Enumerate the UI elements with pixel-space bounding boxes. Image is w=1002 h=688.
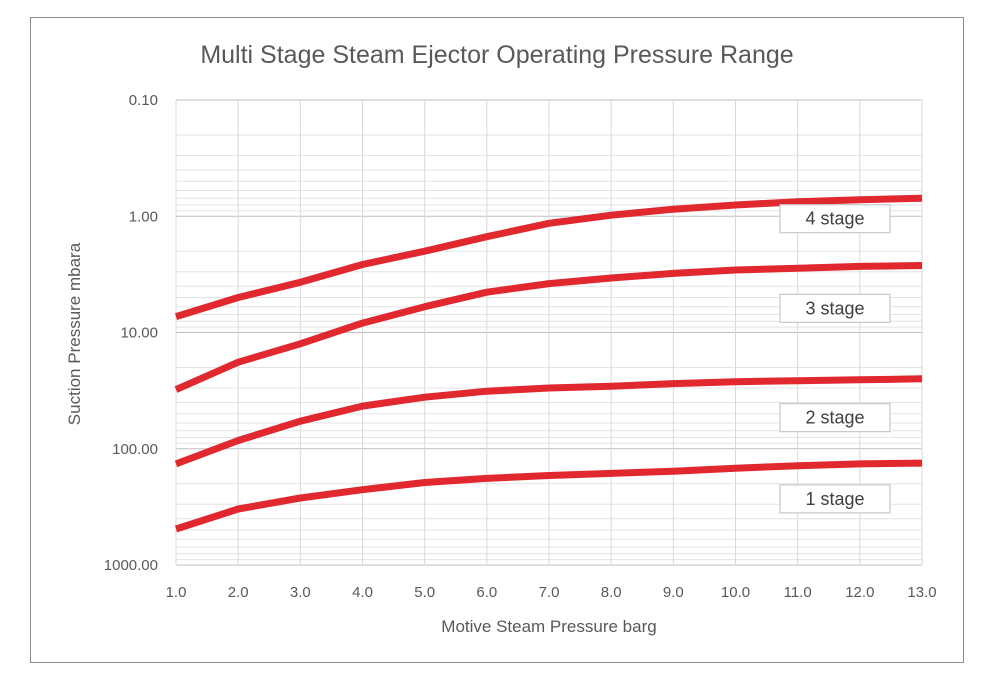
x-tick-label: 6.0: [476, 584, 497, 601]
y-tick-label: 10.00: [120, 325, 158, 342]
stage-label-box: [779, 204, 891, 234]
x-tick-label: 11.0: [784, 584, 812, 601]
stage-label-1: 4 stage: [779, 204, 891, 234]
stage-label-2: 3 stage: [779, 293, 891, 323]
series-line-1: [174, 194, 923, 320]
annotations: 4 stage 3 stage 2 stage 1 stage: [779, 204, 891, 514]
stage-label-box: [779, 484, 891, 514]
chart-frame: [30, 17, 964, 663]
x-tick-label: 1.0: [166, 584, 187, 601]
stage-label-text: 4 stage: [805, 209, 864, 229]
stage-label-4: 1 stage: [779, 484, 891, 514]
x-tick-label: 5.0: [414, 584, 435, 601]
y-tick-label: 1.00: [129, 208, 158, 225]
x-tick-label: 2.0: [228, 584, 249, 601]
stage-label-text: 1 stage: [805, 489, 864, 509]
x-tick-label: 12.0: [845, 584, 874, 601]
stage-label-box: [779, 293, 891, 323]
y-axis: 0.10 1.00 10.00 100.00 1000.00: [104, 92, 158, 574]
x-tick-label: 13.0: [907, 584, 936, 601]
series-group: [174, 194, 923, 533]
x-tick-label: 7.0: [539, 584, 560, 601]
y-tick-label: 1000.00: [104, 557, 158, 574]
x-tick-label: 10.0: [721, 584, 750, 601]
y-tick-label: 100.00: [112, 441, 158, 458]
y-axis-title: Suction Pressure mbara: [65, 242, 84, 425]
x-tick-label: 8.0: [601, 584, 622, 601]
stage-label-3: 2 stage: [779, 403, 891, 433]
series-line-4: [174, 459, 923, 533]
x-axis: 1.0 2.0 3.0 4.0 5.0 6.0 7.0 8.0 9.0 10.0 11.0 12.0 1…: [166, 584, 937, 601]
stage-label-text: 3 stage: [805, 298, 864, 318]
stage-label-box: [779, 403, 891, 433]
x-tick-label: 3.0: [290, 584, 311, 601]
series-line-3: [174, 375, 923, 468]
x-tick-label: 4.0: [352, 584, 373, 601]
series-line-2: [174, 262, 923, 393]
y-tick-label: 0.10: [129, 92, 158, 109]
x-axis-title: Motive Steam Pressure barg: [441, 617, 656, 636]
x-tick-label: 9.0: [663, 584, 684, 601]
stage-label-text: 2 stage: [805, 408, 864, 428]
chart-title: Multi Stage Steam Ejector Operating Pres…: [200, 41, 793, 69]
